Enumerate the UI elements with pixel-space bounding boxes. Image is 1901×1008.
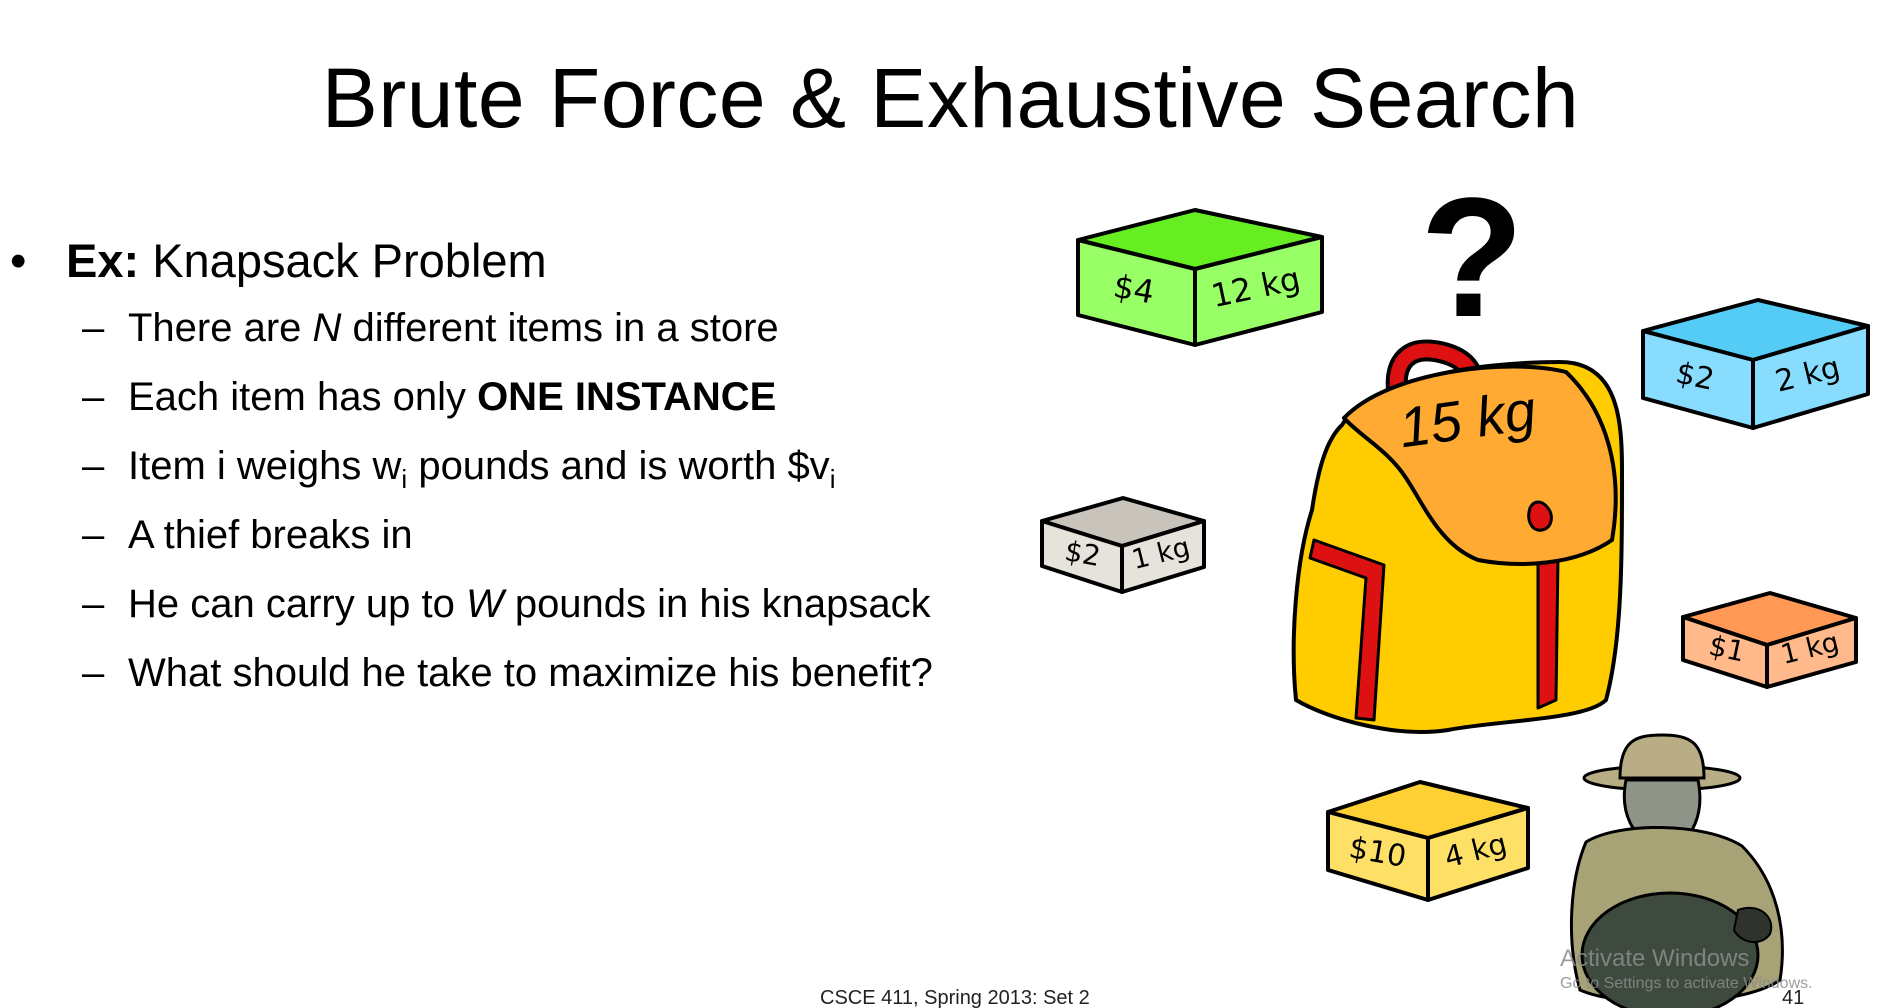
price-label: $4	[1111, 267, 1158, 311]
knapsack-clasp	[1527, 500, 1553, 532]
box-side	[1193, 235, 1324, 347]
thief	[1569, 733, 1784, 1008]
price-label: $1	[1706, 629, 1748, 669]
bullet-label: Ex:	[66, 234, 140, 287]
bullet-list: • Ex: Knapsack Problem – There are N diffe…	[10, 232, 1050, 718]
item-box-2-dollar-1-kg: $2 1 kg	[1040, 496, 1206, 594]
box-side	[1426, 806, 1530, 902]
text: Each item has only	[128, 375, 478, 419]
text: pounds and is worth $v	[407, 444, 830, 488]
sub-item-one-instance: – Each item has only ONE INSTANCE	[10, 373, 1050, 421]
sub-item-weight-value: – Item i weighs wi pounds and is worth $v…	[10, 442, 1050, 492]
page-number: 41	[1782, 987, 1805, 1008]
item-box-10-dollar-4-kg: $10 4 kg	[1326, 780, 1530, 902]
thief-sack	[1580, 891, 1760, 1008]
knapsack-strap-right	[1536, 554, 1560, 710]
price-label: $2	[1062, 534, 1103, 573]
dash-marker: –	[82, 444, 105, 488]
watermark-title: Activate Windows	[1560, 945, 1750, 972]
sub-item-items-count: – There are N different items in a store	[10, 304, 1050, 352]
activation-watermark: Activate Windows Go to Settings to activ…	[1560, 944, 1813, 994]
text: What should he take to maximize his bene…	[128, 651, 933, 695]
box-side	[1120, 519, 1206, 594]
dash-marker: –	[82, 513, 105, 557]
thief-hand	[1732, 907, 1773, 944]
knapsack-strap-left	[1308, 538, 1386, 722]
dash-marker: –	[82, 651, 105, 695]
sub-item-thief: – A thief breaks in	[10, 511, 1050, 559]
question-mark: ?	[1420, 163, 1524, 353]
question-mark-glyph: ?	[1420, 163, 1524, 353]
box-side	[1751, 324, 1870, 430]
text: A thief breaks in	[128, 513, 413, 557]
bullet-marker: •	[10, 234, 27, 287]
sub-item-capacity: – He can carry up to W pounds in his knap…	[10, 580, 1050, 628]
text: Item i weighs w	[128, 444, 402, 488]
var-n: N	[312, 306, 342, 350]
item-box-4-dollar-12-kg: $4 12 kg	[1076, 208, 1324, 347]
price-label: $2	[1673, 356, 1718, 398]
var-w: W	[465, 582, 504, 626]
item-box-2-dollar-2-kg: $2 2 kg	[1641, 298, 1870, 430]
dash-marker: –	[82, 306, 105, 350]
bullet-main: • Ex: Knapsack Problem	[10, 232, 1050, 290]
bullet-text: Knapsack Problem	[139, 234, 547, 287]
item-box-1-dollar-1-kg: $1 1 kg	[1681, 591, 1858, 689]
knapsack: 15 kg	[1291, 339, 1624, 734]
subscript-i: i	[829, 464, 836, 494]
text: There are	[128, 306, 313, 350]
sub-item-question: – What should he take to maximize his ben…	[10, 649, 1050, 697]
dash-marker: –	[82, 582, 105, 626]
watermark-subtitle: Go to Settings to activate Windows.	[1560, 975, 1813, 992]
thief-hat-crown	[1618, 733, 1706, 780]
slide-footer: CSCE 411, Spring 2013: Set 2	[820, 987, 1090, 1008]
text: different items in a store	[341, 306, 779, 350]
emphasis-one-instance: ONE INSTANCE	[477, 375, 777, 419]
subscript-i: i	[401, 464, 408, 494]
box-side	[1765, 616, 1858, 689]
text: pounds in his knapsack	[503, 582, 931, 626]
dash-marker: –	[82, 375, 105, 419]
text: He can carry up to	[128, 582, 466, 626]
slide-title: Brute Force & Exhaustive Search	[321, 51, 1580, 145]
